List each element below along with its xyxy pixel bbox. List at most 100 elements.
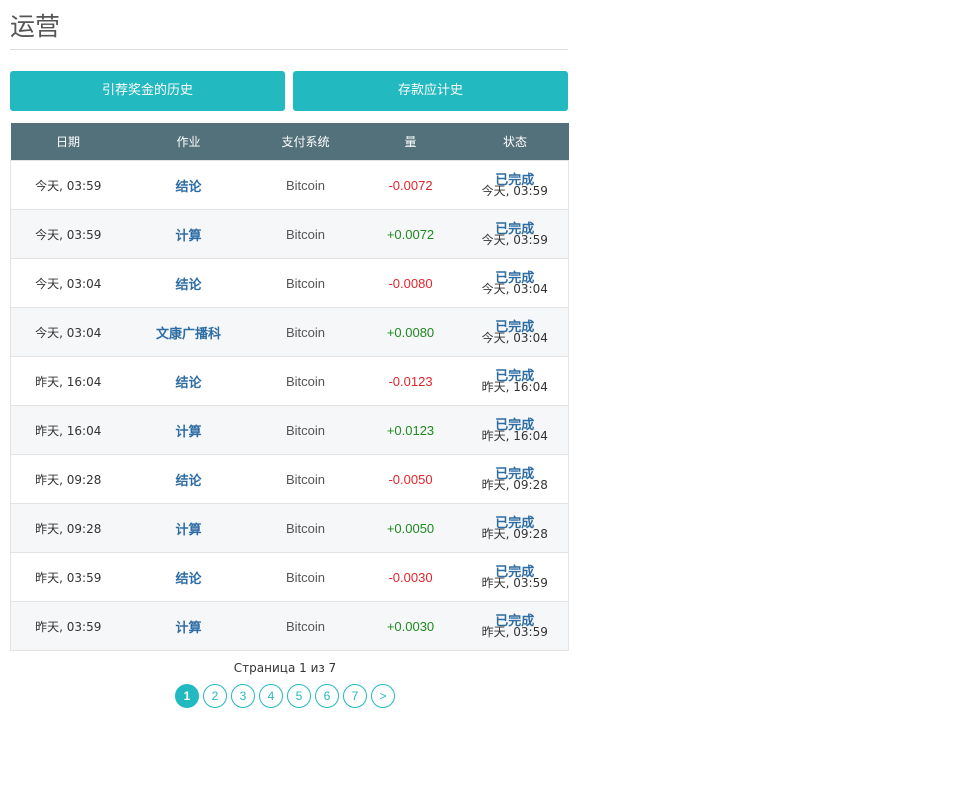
row-payment-system: Bitcoin xyxy=(285,569,326,585)
column-header-operation: 作业 xyxy=(125,123,252,161)
row-operation-link[interactable]: 文康广播科 xyxy=(155,326,221,342)
row-status: 已完成 昨天, 16:04 xyxy=(462,368,569,394)
status-label: 已完成 xyxy=(495,319,535,335)
row-date: 昨天, 09:28 xyxy=(35,472,102,487)
row-status: 已完成 今天, 03:59 xyxy=(462,221,569,247)
page-button-1[interactable]: 1 xyxy=(175,684,199,708)
row-date: 昨天, 03:59 xyxy=(35,570,102,585)
status-time: 昨天, 03:59 xyxy=(481,624,548,639)
row-operation-link[interactable]: 计算 xyxy=(175,228,202,244)
table-row: 昨天, 16:04 结论 Bitcoin -0.0123 已完成 昨天, 16:04 xyxy=(10,356,569,406)
page-button-2[interactable]: 2 xyxy=(203,684,227,708)
row-payment-system: Bitcoin xyxy=(285,422,326,438)
row-operation-link[interactable]: 计算 xyxy=(175,620,202,636)
row-status: 已完成 昨天, 09:28 xyxy=(462,466,569,492)
column-header-amount: 量 xyxy=(359,123,462,161)
row-amount: -0.0080 xyxy=(388,275,433,291)
status-label: 已完成 xyxy=(495,466,535,482)
page-button-6[interactable]: 6 xyxy=(315,684,339,708)
pagination-label: Страница 1 из 7 xyxy=(233,661,337,675)
status-label: 已完成 xyxy=(495,417,535,433)
row-date: 今天, 03:59 xyxy=(35,178,102,193)
page-title: 运营 xyxy=(10,0,568,50)
status-time: 今天, 03:59 xyxy=(481,232,548,247)
row-payment-system: Bitcoin xyxy=(285,324,326,340)
row-payment-system: Bitcoin xyxy=(285,471,326,487)
table-row: 今天, 03:04 文康广播科 Bitcoin +0.0080 已完成 今天, 03:04 xyxy=(10,307,569,357)
row-amount: +0.0072 xyxy=(386,226,435,242)
row-payment-system: Bitcoin xyxy=(285,275,326,291)
status-time: 昨天, 16:04 xyxy=(481,379,548,394)
page-button-4[interactable]: 4 xyxy=(259,684,283,708)
row-status: 已完成 昨天, 16:04 xyxy=(462,417,569,443)
row-operation-link[interactable]: 结论 xyxy=(175,473,202,489)
status-time: 昨天, 09:28 xyxy=(481,526,548,541)
row-amount: -0.0123 xyxy=(388,373,433,389)
status-label: 已完成 xyxy=(495,564,535,580)
row-operation-link[interactable]: 计算 xyxy=(175,424,202,440)
status-label: 已完成 xyxy=(495,515,535,531)
row-amount: -0.0030 xyxy=(388,569,433,585)
row-payment-system: Bitcoin xyxy=(285,226,326,242)
row-operation-link[interactable]: 结论 xyxy=(175,375,202,391)
row-amount: +0.0030 xyxy=(386,618,435,634)
page-button-5[interactable]: 5 xyxy=(287,684,311,708)
row-amount: +0.0080 xyxy=(386,324,435,340)
row-amount: +0.0050 xyxy=(386,520,435,536)
row-status: 已完成 今天, 03:04 xyxy=(462,319,569,345)
table-row: 昨天, 09:28 结论 Bitcoin -0.0050 已完成 昨天, 09:28 xyxy=(10,454,569,504)
row-date: 昨天, 09:28 xyxy=(35,521,102,536)
status-label: 已完成 xyxy=(495,368,535,384)
row-status: 已完成 今天, 03:04 xyxy=(462,271,569,296)
row-date: 昨天, 16:04 xyxy=(35,374,102,389)
operations-panel: 运营 引荐奖金的历史 存款应计史 日期 作业 支付系统 量 状态 今天, 03:… xyxy=(10,0,569,708)
table-row: 昨天, 03:59 计算 Bitcoin +0.0030 已完成 昨天, 03:59 xyxy=(10,601,569,651)
table-header: 日期 作业 支付系统 量 状态 xyxy=(10,123,569,161)
page-button-3[interactable]: 3 xyxy=(231,684,255,708)
column-header-date: 日期 xyxy=(10,123,126,161)
table-row: 今天, 03:04 结论 Bitcoin -0.0080 已完成 今天, 03:04 xyxy=(10,258,569,308)
referral-history-button[interactable]: 引荐奖金的历史 xyxy=(10,71,285,111)
pagination: 1 2 3 4 5 6 7 > xyxy=(10,684,560,708)
table-row: 昨天, 09:28 计算 Bitcoin +0.0050 已完成 昨天, 09:28 xyxy=(10,503,569,553)
status-label: 已完成 xyxy=(495,172,535,188)
table-row: 昨天, 16:04 计算 Bitcoin +0.0123 已完成 昨天, 16:04 xyxy=(10,405,569,455)
page-button-7[interactable]: 7 xyxy=(343,684,367,708)
row-date: 今天, 03:04 xyxy=(35,325,102,340)
row-amount: +0.0123 xyxy=(386,422,435,438)
row-status: 已完成 今天, 03:59 xyxy=(462,172,569,198)
column-header-status: 状态 xyxy=(461,123,569,161)
row-status: 已完成 昨天, 03:59 xyxy=(462,564,569,590)
table-row: 今天, 03:59 计算 Bitcoin +0.0072 已完成 今天, 03:59 xyxy=(10,209,569,259)
row-payment-system: Bitcoin xyxy=(285,373,326,389)
row-operation-link[interactable]: 结论 xyxy=(175,277,202,293)
row-payment-system: Bitcoin xyxy=(285,520,326,536)
row-amount: -0.0050 xyxy=(388,471,433,487)
status-label: 已完成 xyxy=(495,613,535,629)
deposit-history-button[interactable]: 存款应计史 xyxy=(293,71,568,111)
table-body: 今天, 03:59 结论 Bitcoin -0.0072 已完成 今天, 03:59 今天,… xyxy=(10,160,569,651)
row-date: 今天, 03:59 xyxy=(35,227,102,242)
row-operation-link[interactable]: 计算 xyxy=(175,522,202,538)
status-time: 昨天, 09:28 xyxy=(481,477,548,492)
status-time: 今天, 03:04 xyxy=(481,330,548,345)
status-time: 昨天, 03:59 xyxy=(481,575,548,590)
status-time: 今天, 03:04 xyxy=(481,281,548,296)
column-header-payment-system: 支付系统 xyxy=(251,123,360,161)
row-date: 今天, 03:04 xyxy=(35,276,102,291)
operations-table: 日期 作业 支付系统 量 状态 今天, 03:59 结论 Bitcoin -0.007… xyxy=(10,123,569,651)
status-time: 昨天, 16:04 xyxy=(481,428,548,443)
history-buttons: 引荐奖金的历史 存款应计史 xyxy=(10,71,568,111)
row-date: 昨天, 03:59 xyxy=(35,619,102,634)
row-operation-link[interactable]: 结论 xyxy=(175,571,202,587)
row-operation-link[interactable]: 结论 xyxy=(175,179,202,195)
row-date: 昨天, 16:04 xyxy=(35,423,102,438)
status-time: 今天, 03:59 xyxy=(481,183,548,198)
next-page-button[interactable]: > xyxy=(371,684,395,708)
row-status: 已完成 昨天, 09:28 xyxy=(462,515,569,541)
row-amount: -0.0072 xyxy=(388,177,433,193)
table-row: 昨天, 03:59 结论 Bitcoin -0.0030 已完成 昨天, 03:59 xyxy=(10,552,569,602)
row-payment-system: Bitcoin xyxy=(285,177,326,193)
table-row: 今天, 03:59 结论 Bitcoin -0.0072 已完成 今天, 03:59 xyxy=(10,160,569,210)
status-label: 已完成 xyxy=(495,221,535,237)
